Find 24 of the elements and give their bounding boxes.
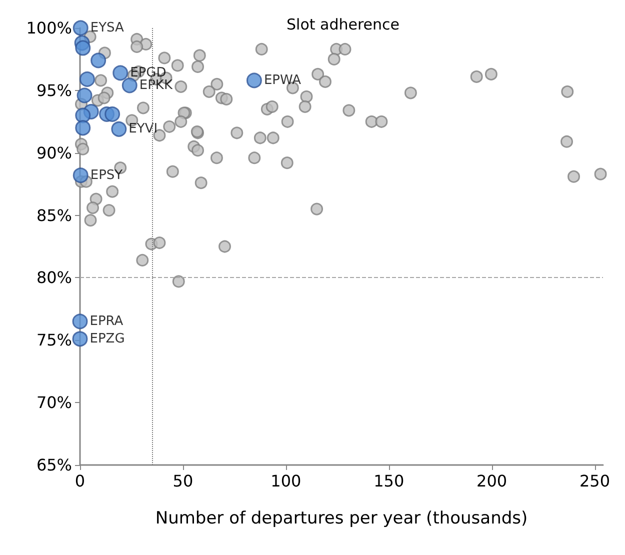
x-tick-label: 100 (270, 472, 302, 490)
data-label: EPSY (90, 168, 123, 183)
x-tick-label: 150 (374, 472, 404, 490)
x-tick-label: 250 (579, 472, 610, 490)
x-tick-label: 200 (476, 472, 508, 490)
y-tick-label: 85% (36, 206, 72, 225)
data-label: EPWA (264, 72, 302, 88)
y-tick-label: 75% (36, 330, 72, 350)
data-label: EYVI (128, 122, 158, 137)
x-tick-label: 0 (74, 472, 86, 490)
data-label: EPRA (90, 314, 124, 329)
y-tick-label: 100% (26, 18, 72, 38)
chart-title: Slot adherence (286, 16, 400, 34)
y-tick-label: 70% (36, 393, 72, 412)
y-tick-label: 90% (36, 143, 72, 162)
x-tick-label: 50 (172, 472, 194, 490)
x-axis-title: Number of departures per year (thousands) (155, 508, 528, 528)
y-tick-label: 80% (36, 268, 72, 288)
data-label: EPZG (90, 331, 125, 346)
data-label: EPKK (139, 78, 173, 93)
data-label: EPGD (130, 65, 166, 80)
y-tick-label: 95% (36, 80, 72, 100)
data-label: EYSA (90, 20, 124, 36)
y-tick-label: 65% (36, 456, 72, 474)
